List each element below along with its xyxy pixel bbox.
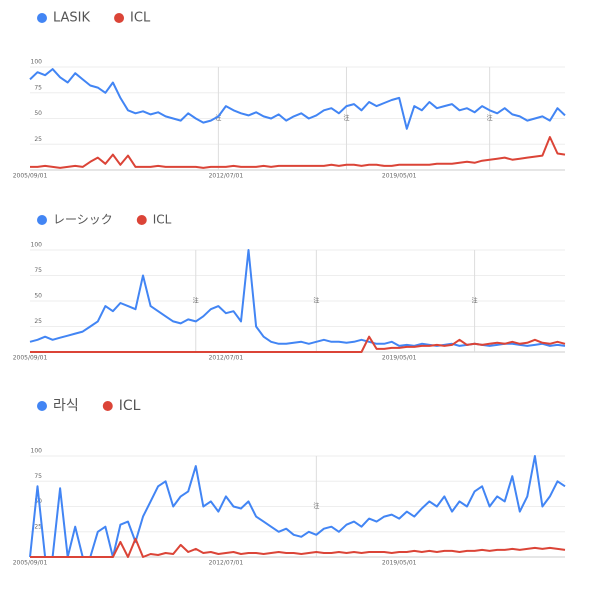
series-line: [30, 136, 566, 169]
legend-marker: [37, 215, 47, 225]
legend-label: ICL: [153, 213, 172, 227]
legend-marker: [114, 13, 125, 23]
x-tick-label: 2019/05/01: [382, 173, 417, 180]
x-tick-label: 2019/05/01: [382, 355, 417, 362]
legend-label: レーシック: [53, 213, 113, 227]
note-label: 注: [193, 297, 199, 305]
note-label: 注: [313, 297, 319, 305]
x-tick-label: 2012/07/01: [209, 560, 244, 567]
y-tick-label: 75: [34, 84, 42, 91]
note-label: 注: [472, 297, 478, 305]
x-tick-label: 2005/09/01: [13, 560, 48, 567]
x-tick-label: 2012/07/01: [209, 173, 244, 180]
note-label: 注: [313, 502, 319, 510]
series-line: [29, 249, 566, 347]
x-tick-label: 2005/09/01: [13, 173, 48, 180]
y-tick-label: 100: [31, 448, 43, 455]
note-label: 注: [343, 114, 349, 122]
series-line: [29, 455, 566, 558]
y-tick-label: 100: [31, 59, 43, 66]
x-tick-label: 2005/09/01: [13, 355, 48, 362]
y-tick-label: 100: [31, 242, 43, 249]
y-tick-label: 50: [34, 110, 42, 117]
legend-marker: [37, 13, 47, 23]
note-label: 注: [215, 114, 221, 122]
y-tick-label: 25: [34, 318, 42, 325]
y-tick-label: 50: [34, 293, 42, 300]
y-tick-label: 75: [34, 473, 42, 480]
legend-label: 라식: [53, 398, 79, 414]
legend-label: LASIK: [53, 11, 91, 26]
series-line: [30, 335, 566, 353]
series-line: [29, 68, 566, 130]
legend-marker: [136, 215, 147, 225]
legend-label: ICL: [119, 398, 141, 414]
note-label: 注: [487, 114, 493, 122]
series-line: [30, 537, 566, 558]
y-tick-label: 25: [34, 136, 42, 143]
x-tick-label: 2019/05/01: [382, 560, 417, 567]
legend-marker: [102, 401, 113, 411]
legend-label: ICL: [130, 11, 151, 26]
x-tick-label: 2012/07/01: [209, 355, 244, 362]
legend-marker: [37, 401, 47, 411]
y-tick-label: 75: [34, 267, 42, 274]
y-tick-label: 25: [34, 523, 42, 530]
